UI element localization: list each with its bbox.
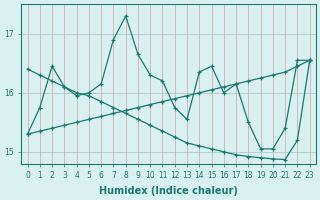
X-axis label: Humidex (Indice chaleur): Humidex (Indice chaleur): [99, 186, 238, 196]
